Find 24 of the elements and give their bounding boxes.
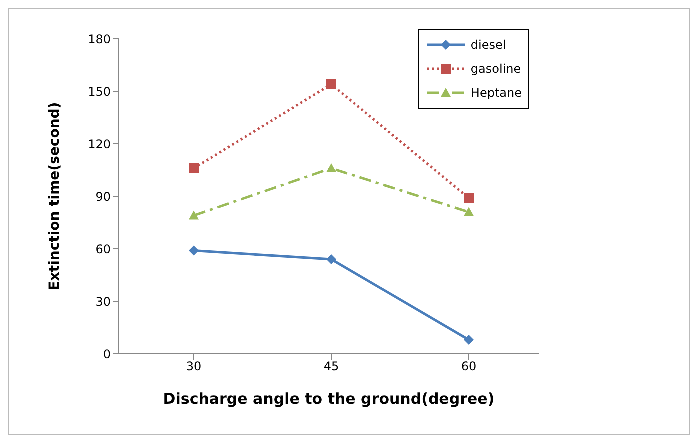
point bbox=[326, 164, 336, 172]
y-tick-label: 150 bbox=[88, 84, 111, 99]
x-tick-label: 30 bbox=[186, 360, 202, 374]
y-tick-label: 60 bbox=[96, 242, 111, 256]
point bbox=[189, 164, 199, 174]
legend-label: gasoline bbox=[470, 62, 522, 76]
point bbox=[464, 193, 474, 204]
y-axis-title: Extinction time(second) bbox=[46, 102, 63, 291]
x-tick-label: 60 bbox=[461, 360, 477, 374]
y-tick-label: 90 bbox=[96, 190, 111, 204]
point bbox=[464, 207, 474, 216]
x-tick-label: 45 bbox=[324, 360, 340, 374]
legend-label: diesel bbox=[470, 38, 506, 52]
point bbox=[326, 254, 336, 264]
point bbox=[189, 210, 199, 220]
legend-label: Heptane bbox=[470, 86, 522, 100]
y-tick-label: 30 bbox=[96, 294, 111, 309]
y-tick-label: 0 bbox=[103, 347, 111, 362]
point bbox=[464, 335, 474, 345]
point bbox=[189, 246, 199, 256]
y-tick-label: 180 bbox=[88, 32, 111, 46]
x-axis-title: Discharge angle to the ground(degree) bbox=[163, 390, 495, 408]
y-tick-label: 120 bbox=[88, 137, 111, 152]
point bbox=[326, 80, 336, 90]
